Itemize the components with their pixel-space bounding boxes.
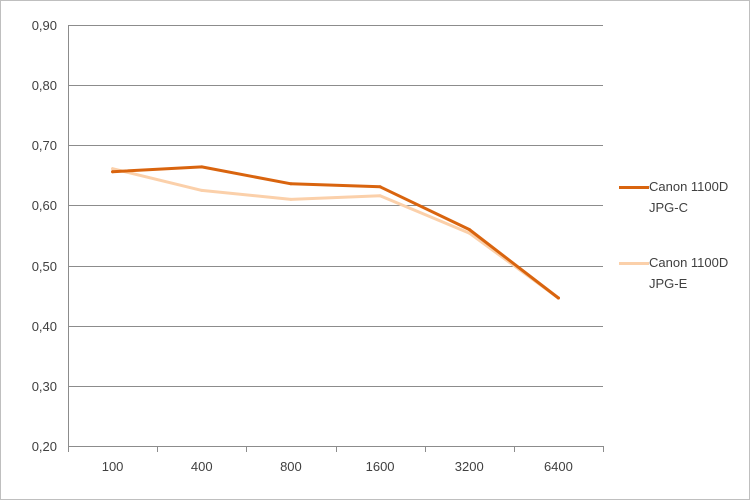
legend-item-jpg-e: Canon 1100D JPG-E <box>617 252 747 292</box>
data-point-jpg-e <box>467 231 471 235</box>
data-point-jpg-e <box>111 167 115 171</box>
legend-swatch-jpg-e <box>619 262 649 265</box>
y-tick-label: 0,90 <box>32 18 57 33</box>
y-tick-label: 0,20 <box>32 439 57 454</box>
series-lines <box>111 165 560 300</box>
data-point-jpg-c <box>378 185 382 189</box>
data-point-jpg-c <box>200 165 204 169</box>
data-point-jpg-c <box>111 170 115 174</box>
y-tick-label: 0,40 <box>32 319 57 334</box>
x-tick-label: 400 <box>191 459 213 474</box>
x-tick-label: 1600 <box>366 459 395 474</box>
legend: Canon 1100D JPG-C Canon 1100D JPG-E <box>617 176 747 328</box>
y-tick-label: 0,70 <box>32 138 57 153</box>
y-tick-label: 0,60 <box>32 198 57 213</box>
series-line-jpg-c <box>111 165 560 300</box>
data-point-jpg-c <box>556 296 560 300</box>
data-point-jpg-e <box>289 197 293 201</box>
y-tick-label: 0,50 <box>32 259 57 274</box>
series-line-jpg-e <box>111 167 560 300</box>
data-point-jpg-e <box>378 194 382 198</box>
x-tick-label: 6400 <box>544 459 573 474</box>
legend-label-jpg-c: Canon 1100D JPG-C <box>649 179 729 215</box>
y-tick-label: 0,80 <box>32 78 57 93</box>
x-tick-label: 100 <box>102 459 124 474</box>
x-axis: 100 400 800 1600 3200 6400 <box>68 446 604 474</box>
x-tick-label: 800 <box>280 459 302 474</box>
x-tick-label: 3200 <box>455 459 484 474</box>
legend-item-jpg-c: Canon 1100D JPG-C <box>617 176 747 216</box>
legend-swatch-jpg-c <box>619 186 649 189</box>
data-point-jpg-c <box>467 227 471 231</box>
gridlines <box>68 25 603 447</box>
y-tick-label: 0,30 <box>32 379 57 394</box>
data-point-jpg-c <box>289 182 293 186</box>
legend-label-jpg-e: Canon 1100D JPG-E <box>649 255 729 291</box>
y-axis: 0,20 0,30 0,40 0,50 0,60 0,70 0,80 0,90 <box>32 18 69 454</box>
data-point-jpg-e <box>200 188 204 192</box>
